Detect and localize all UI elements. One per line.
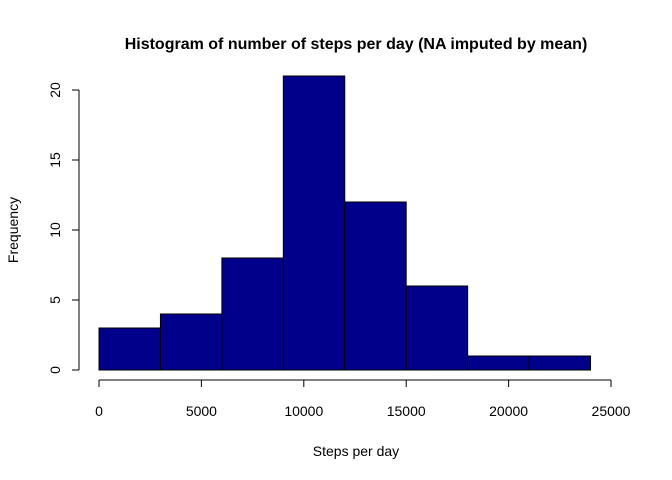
x-tick-label: 10000 (284, 403, 323, 419)
y-tick-label: 10 (47, 222, 63, 238)
histogram-bar (159, 313, 223, 371)
x-tick-label: 15000 (387, 403, 426, 419)
histogram-bar (344, 201, 407, 371)
chart-title: Histogram of number of steps per day (NA… (125, 36, 588, 53)
histogram-bar (405, 285, 469, 371)
y-tick-label: 20 (47, 82, 63, 98)
y-tick-label: 0 (47, 366, 63, 374)
histogram-bar (282, 75, 346, 371)
histogram-bar (221, 257, 284, 371)
x-tick-label: 5000 (186, 403, 217, 419)
histogram-bar (528, 355, 592, 371)
x-tick-label: 25000 (592, 403, 631, 419)
x-tick-label: 20000 (489, 403, 528, 419)
bars-group (98, 75, 592, 371)
histogram-bar (467, 355, 530, 371)
y-tick-label: 5 (47, 296, 63, 304)
y-tick-label: 15 (47, 152, 63, 168)
y-axis: 0 5 10 15 20 (47, 82, 80, 374)
x-axis: 0 5000 10000 15000 20000 25000 (95, 379, 631, 419)
x-tick-label: 0 (95, 403, 103, 419)
x-axis-label: Steps per day (313, 443, 399, 459)
histogram-bar (98, 327, 161, 371)
y-axis-label: Frequency (5, 197, 21, 263)
